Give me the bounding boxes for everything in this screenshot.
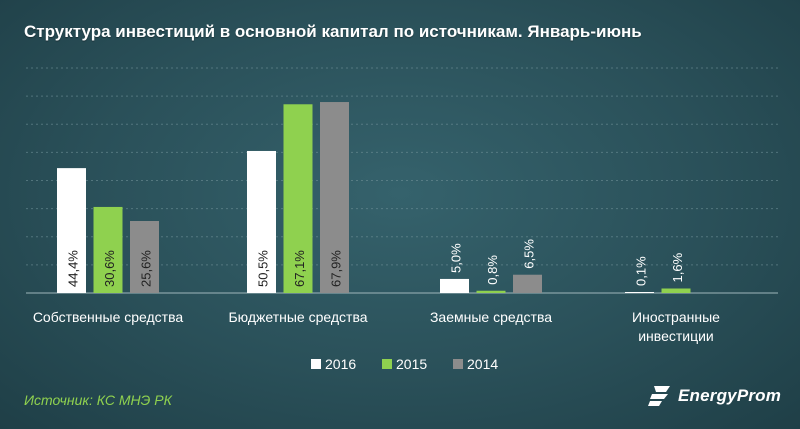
bar-2016-2	[440, 278, 469, 293]
data-label: 50,5%	[256, 250, 271, 287]
bar-2015-3	[661, 288, 691, 293]
energyprom-logo-icon	[648, 386, 670, 406]
bar-2014-2	[513, 274, 542, 293]
brand-name: EnergyProm	[678, 386, 782, 405]
data-label: 0,1%	[634, 256, 649, 286]
legend-swatch-2016	[311, 359, 321, 369]
data-label: 1,6%	[670, 252, 685, 282]
chart-title: Структура инвестиций в основной капитал …	[24, 22, 642, 41]
brand-logo: EnergyProm	[648, 384, 781, 408]
legend-swatch-2014	[453, 359, 463, 369]
bar-2015-2	[476, 290, 506, 293]
category-label: Бюджетные средства	[228, 309, 367, 325]
data-label: 6,5%	[522, 239, 537, 269]
legend-label-2015: 2015	[396, 356, 427, 372]
bar-2014-1	[320, 102, 349, 293]
data-label: 67,1%	[292, 250, 307, 287]
bar-2014-0	[130, 221, 159, 293]
bar-2016-0	[57, 168, 86, 293]
data-label: 25,6%	[139, 250, 154, 287]
data-label: 5,0%	[449, 243, 464, 273]
legend-label-2014: 2014	[467, 356, 498, 372]
data-label: 30,6%	[102, 250, 117, 287]
legend-label-2016: 2016	[325, 356, 356, 372]
category-label: Иностранные	[632, 309, 720, 325]
bar-2016-1	[247, 150, 276, 293]
category-label: Собственные средства	[33, 309, 184, 325]
bar-2016-3	[625, 292, 654, 293]
bar-2015-0	[93, 206, 123, 293]
category-label: Заемные средства	[430, 309, 552, 325]
legend-swatch-2015	[382, 359, 392, 369]
bar-2015-1	[283, 104, 313, 293]
source-note: Источник: КС МНЭ РК	[24, 392, 172, 408]
data-label: 0,8%	[485, 255, 500, 285]
category-label: инвестиции	[638, 328, 714, 344]
data-label: 67,9%	[329, 250, 344, 287]
data-label: 44,4%	[66, 250, 81, 287]
